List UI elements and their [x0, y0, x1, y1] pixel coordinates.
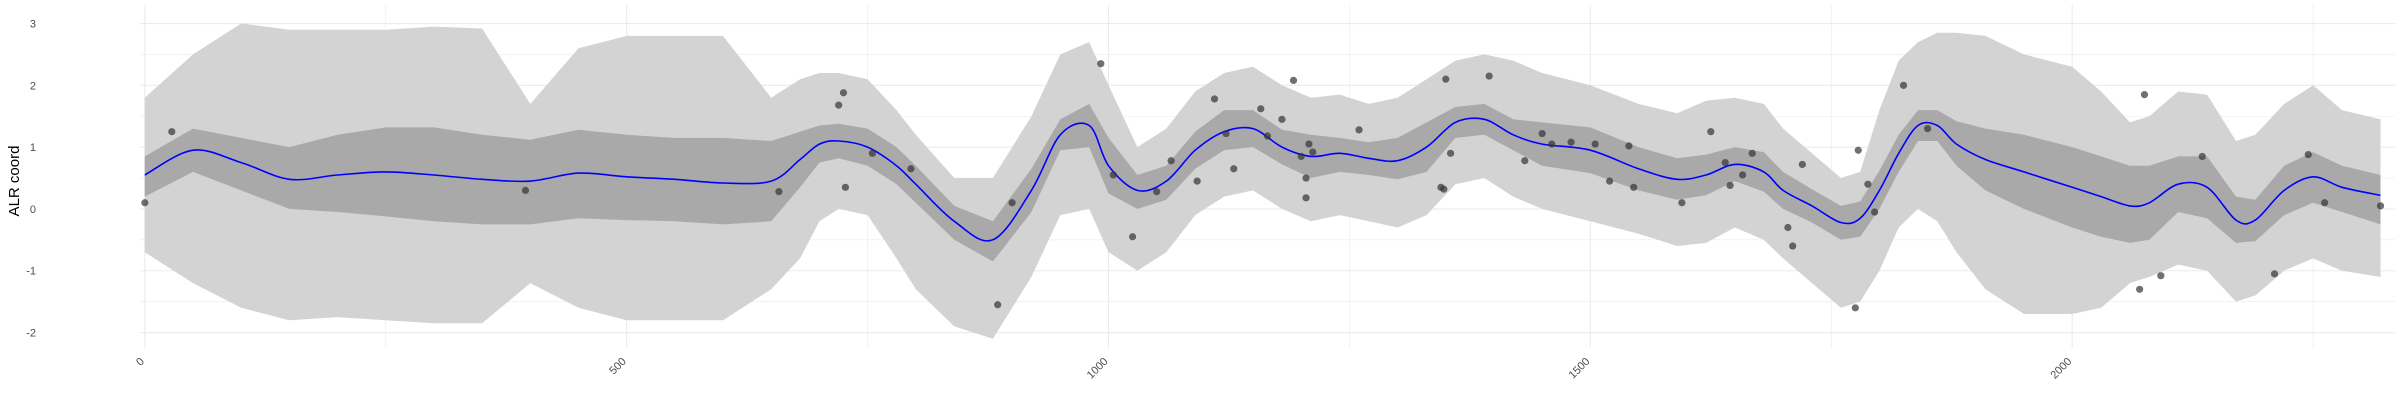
data-point [1871, 208, 1879, 216]
data-point [1097, 60, 1105, 68]
data-point [2270, 270, 2279, 278]
data-point [2376, 202, 2385, 210]
data-point [1707, 128, 1715, 136]
data-point [1899, 81, 1908, 89]
data-point [1854, 146, 1862, 154]
data-point [907, 165, 915, 173]
data-point [1784, 223, 1792, 232]
data-point [1167, 157, 1175, 165]
data-point [994, 301, 1002, 309]
data-point [2140, 91, 2149, 99]
x-tick-label: 500 [607, 356, 628, 377]
data-point [1302, 174, 1310, 182]
data-point [2198, 152, 2206, 161]
data-point [1851, 304, 1859, 312]
inner-confidence-band [144, 103, 2381, 262]
data-point [1924, 125, 1932, 133]
data-point [1230, 165, 1238, 173]
x-axis-ticks: 0 500 1000 1500 2000 [134, 356, 2074, 382]
data-point [1309, 148, 1317, 156]
data-point [1297, 152, 1305, 161]
data-point [1442, 75, 1450, 83]
data-point [1485, 72, 1493, 80]
x-tick-label: 1500 [1567, 356, 1593, 382]
x-tick-label: 1000 [1085, 356, 1111, 382]
data-point [141, 199, 149, 207]
data-point [1222, 129, 1230, 138]
data-point [1440, 185, 1448, 193]
data-point [1591, 140, 1599, 148]
data-point [1625, 142, 1633, 150]
data-point [1748, 149, 1756, 157]
data-point [1738, 171, 1747, 179]
y-axis-ticks: -2 -1 0 1 2 3 [26, 19, 36, 340]
data-point [1538, 129, 1546, 138]
data-point [1548, 140, 1556, 148]
data-point [1305, 140, 1313, 148]
y-tick-label: -2 [26, 328, 36, 340]
data-point [841, 183, 850, 191]
data-point [1567, 138, 1575, 146]
outer-confidence-band [144, 23, 2381, 339]
data-point [2321, 199, 2329, 207]
data-point [2304, 150, 2312, 159]
y-tick-label: 1 [30, 142, 36, 154]
data-point [168, 128, 176, 136]
data-point [1153, 188, 1161, 196]
y-axis-title: ALR coord [6, 146, 23, 217]
x-tick-label: 2000 [2049, 356, 2075, 382]
x-tick-label: 0 [134, 356, 147, 369]
data-point [1726, 181, 1734, 190]
data-point [1193, 177, 1201, 185]
mean-line [144, 117, 2381, 242]
data-point [1446, 149, 1455, 157]
data-point [1864, 180, 1872, 188]
y-tick-label: 0 [30, 204, 36, 216]
data-point [521, 186, 530, 195]
data-point [2136, 285, 2144, 293]
data-point [839, 89, 848, 97]
data-point [1521, 157, 1529, 165]
data-point [1302, 194, 1310, 202]
data-point [1355, 126, 1363, 134]
data-point [1798, 160, 1806, 169]
data-points [141, 60, 2385, 312]
data-point [1263, 132, 1272, 140]
data-point [1289, 76, 1298, 84]
data-point [868, 149, 876, 157]
data-point [1678, 199, 1686, 207]
data-point [1606, 177, 1614, 185]
data-point [1210, 95, 1219, 103]
y-tick-label: -1 [26, 266, 36, 278]
data-point [2157, 272, 2165, 280]
data-point [775, 188, 783, 196]
data-point [1630, 183, 1638, 191]
data-point [1257, 105, 1265, 113]
y-tick-label: 3 [30, 19, 36, 31]
data-point [1109, 171, 1117, 179]
data-point [1721, 158, 1729, 167]
data-point [1008, 199, 1016, 207]
data-point [1128, 233, 1137, 241]
y-tick-label: 2 [30, 80, 36, 92]
data-point [835, 101, 843, 109]
data-point [1789, 242, 1797, 250]
data-point [1278, 115, 1286, 123]
